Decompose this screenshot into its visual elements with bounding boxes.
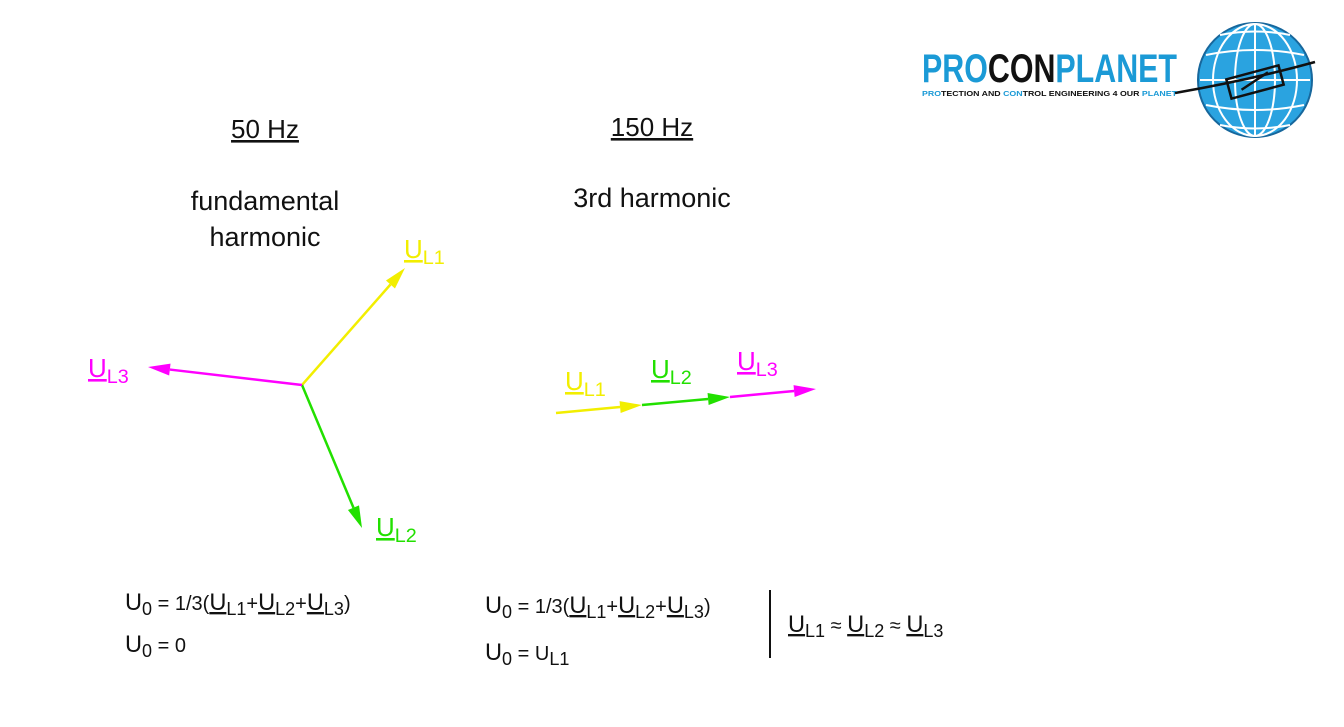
subscript: L3: [107, 366, 129, 388]
subscript: L1: [586, 602, 606, 622]
subscript: L3: [684, 602, 704, 622]
phasor-line: [555, 405, 621, 415]
subscript: L1: [549, 649, 569, 669]
subscript: L3: [324, 599, 344, 619]
text-segment: U: [847, 612, 864, 638]
phasor-line: [641, 397, 709, 407]
frequency-heading: 50 Hz: [231, 114, 299, 144]
subscript: L2: [864, 621, 884, 641]
text-segment: ≈: [825, 615, 847, 637]
text-segment: PRO: [922, 47, 988, 91]
text-segment: +: [655, 596, 667, 618]
subscript: 0: [502, 649, 512, 669]
text-segment: ): [704, 596, 711, 618]
subscript: L2: [635, 602, 655, 622]
text-segment: = 0: [152, 635, 186, 657]
subscript: L3: [756, 359, 778, 381]
text-segment: U: [485, 640, 502, 666]
phasor-label: UL2: [651, 354, 692, 389]
equation: U0 = 1/3(UL1+UL2+UL3): [125, 590, 351, 619]
logo-tagline: PRO TECTION AND CON TROL ENGINEERING 4 OUR…: [922, 89, 1177, 98]
text-segment: PRO: [922, 89, 941, 98]
subscript: L2: [395, 525, 417, 547]
arrowhead: [148, 363, 171, 376]
phasor-line: [301, 283, 392, 386]
phasor-line: [300, 384, 355, 509]
text-segment: = 1/3(: [152, 593, 210, 615]
text-segment: U: [307, 590, 324, 616]
arrowhead: [619, 401, 642, 414]
text-segment: TROL ENGINEERING 4 OUR: [1023, 89, 1142, 98]
frequency-heading: 150 Hz: [611, 112, 693, 142]
subscript: L2: [670, 367, 692, 389]
text-segment: U: [209, 590, 226, 616]
subscript: L1: [805, 621, 825, 641]
equation: U0 = UL1: [485, 640, 569, 669]
logo-globe: [1174, 22, 1316, 138]
phasor-line: [169, 368, 303, 387]
text-segment: ≈: [884, 615, 906, 637]
text-segment: U: [569, 593, 586, 619]
text-segment: U: [404, 234, 423, 264]
text-segment: U: [788, 612, 805, 638]
text-segment: U: [906, 612, 923, 638]
phasor-label: UL3: [737, 346, 778, 381]
text-segment: CON: [988, 47, 1056, 91]
text-segment: U: [258, 590, 275, 616]
text-segment: U: [667, 593, 684, 619]
text-segment: U: [376, 512, 395, 542]
logo-wordmark: PROCONPLANET: [922, 47, 1177, 91]
subscript: L2: [275, 599, 295, 619]
text-segment: TECTION AND: [941, 89, 1003, 98]
phasor-label: UL2: [376, 512, 417, 547]
text-segment: U: [125, 590, 142, 616]
equation: U0 = 0: [125, 632, 186, 661]
subscript: 0: [502, 602, 512, 622]
subscript: 0: [142, 641, 152, 661]
text-segment: +: [246, 593, 258, 615]
subscript: 0: [142, 599, 152, 619]
arrowhead: [707, 393, 730, 405]
text-segment: U: [565, 366, 584, 396]
text-segment: +: [606, 596, 618, 618]
relay-symbol: [1224, 63, 1286, 101]
arrowhead: [347, 505, 362, 528]
text-segment: U: [651, 354, 670, 384]
text-segment: U: [485, 593, 502, 619]
text-segment: = 1/3(: [512, 596, 570, 618]
text-segment: PLANET: [1055, 47, 1177, 91]
equation-note: UL1 ≈ UL2 ≈ UL3: [788, 612, 943, 641]
description: fundamental: [191, 186, 340, 216]
phasor-label: UL1: [565, 366, 606, 401]
text-segment: CON: [1003, 89, 1023, 98]
text-segment: U: [125, 632, 142, 658]
arrowhead: [793, 385, 816, 398]
description: 3rd harmonic: [573, 183, 731, 213]
orbit: [1174, 60, 1316, 95]
subscript: L3: [923, 621, 943, 641]
subscript: L1: [423, 247, 445, 269]
text-segment: U: [88, 353, 107, 383]
text-segment: U: [618, 593, 635, 619]
phasor-label: UL1: [404, 234, 445, 269]
subscript: L1: [226, 599, 246, 619]
arrowhead: [385, 268, 405, 289]
text-segment: ): [344, 593, 351, 615]
text-segment: PLANET: [1142, 89, 1178, 98]
equation: U0 = 1/3(UL1+UL2+UL3): [485, 593, 711, 622]
subscript: L1: [584, 379, 606, 401]
text-segment: +: [295, 593, 307, 615]
phasor-label: UL3: [88, 353, 129, 388]
description: harmonic: [209, 222, 320, 252]
phasor-line: [729, 389, 795, 399]
text-segment: U: [737, 346, 756, 376]
text-segment: = U: [512, 643, 549, 665]
